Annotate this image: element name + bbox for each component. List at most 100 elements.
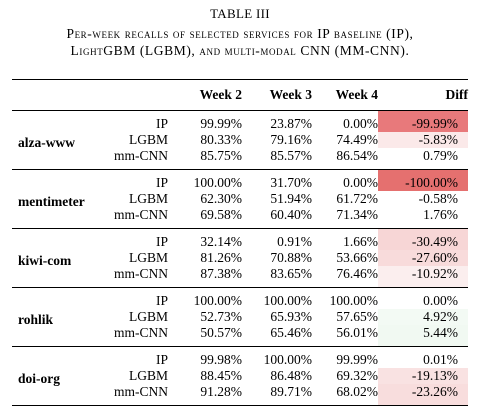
recall-cell: 53.66%	[336, 250, 378, 265]
recall-cell: 100.00%	[329, 293, 378, 308]
recall-cell: 83.65%	[270, 266, 312, 281]
header-cell	[102, 80, 172, 111]
table-row: LGBM 52.73% 65.93% 57.65% 4.92%	[12, 309, 468, 325]
recall-cell: 32.14%	[200, 234, 242, 249]
service-group: alza-www IP 99.99% 23.87% 0.00% -99.99% LGBM 80…	[12, 110, 468, 170]
header-cell	[12, 80, 102, 111]
recall-cell: 65.93%	[270, 309, 312, 324]
table-row: alza-www IP 99.99% 23.87% 0.00% -99.99%	[12, 110, 468, 150]
model-name: LGBM	[128, 132, 168, 147]
recall-cell: 86.48%	[270, 368, 312, 383]
service-name: mentimeter	[18, 193, 85, 209]
recall-cell: 23.87%	[270, 116, 312, 131]
table-row: mm-CNN 87.38% 83.65% 76.46% -10.92%	[12, 266, 468, 288]
recall-cell: 62.30%	[200, 191, 242, 206]
diff-cell: -23.26%	[378, 384, 468, 406]
recall-cell: 56.01%	[336, 325, 378, 340]
recall-cell: 51.94%	[270, 191, 312, 206]
diff-cell: -99.99%	[378, 110, 468, 132]
diff-cell: -27.60%	[378, 250, 468, 266]
model-name: mm-CNN	[114, 384, 168, 399]
recall-cell: 99.98%	[200, 352, 242, 367]
header-cell: Week 3	[269, 87, 312, 102]
recall-cell: 85.57%	[270, 148, 312, 163]
diff-cell: 0.01%	[378, 346, 468, 368]
model-name: IP	[155, 175, 168, 190]
recall-cell: 60.40%	[270, 207, 312, 222]
recall-cell: 70.88%	[270, 250, 312, 265]
header-cell: Week 4	[335, 87, 378, 102]
recall-cell: 99.99%	[200, 116, 242, 131]
diff-cell: -0.58%	[378, 191, 468, 207]
recall-cell: 89.71%	[270, 384, 312, 399]
diff-cell: -5.83%	[378, 132, 468, 148]
recall-cell: 71.34%	[336, 207, 378, 222]
recall-cell: 88.45%	[200, 368, 242, 383]
model-name: LGBM	[128, 368, 168, 383]
diff-cell: -30.49%	[378, 228, 468, 250]
page: TABLE III Per-week recalls of selected s…	[0, 6, 480, 409]
header-cell: Week 2	[199, 87, 242, 102]
recall-cell: 85.75%	[200, 148, 242, 163]
recall-cell: 79.16%	[270, 132, 312, 147]
recall-cell: 86.54%	[336, 148, 378, 163]
model-name: LGBM	[128, 191, 168, 206]
model-name: mm-CNN	[114, 148, 168, 163]
table-row: LGBM 62.30% 51.94% 61.72% -0.58%	[12, 191, 468, 207]
table-row: mentimeter IP 100.00% 31.70% 0.00% -100.00%	[12, 169, 468, 209]
table-row: doi-org IP 99.98% 100.00% 99.99% 0.01%	[12, 346, 468, 386]
table-row: rohlik IP 100.00% 100.00% 100.00% 0.00%	[12, 287, 468, 327]
table-row: mm-CNN 50.57% 65.46% 56.01% 5.44%	[12, 325, 468, 347]
header-cell: Diff	[445, 87, 469, 102]
header-row: Week 2 Week 3 Week 4 Diff	[12, 79, 469, 111]
table-row: mm-CNN 85.75% 85.57% 86.54% 0.79%	[12, 148, 468, 170]
model-name: IP	[155, 293, 168, 308]
service-group: mentimeter IP 100.00% 31.70% 0.00% -100.00% LG…	[12, 169, 468, 229]
service-group: rohlik IP 100.00% 100.00% 100.00% 0.00% LGBM 52…	[12, 287, 468, 347]
recall-cell: 69.58%	[200, 207, 242, 222]
diff-cell: 5.44%	[378, 325, 468, 347]
service-group: doi-org IP 99.98% 100.00% 99.99% 0.01% LGBM 88.…	[12, 346, 468, 406]
recall-cell: 74.49%	[336, 132, 378, 147]
table-row: mm-CNN 91.28% 89.71% 68.02% -23.26%	[12, 384, 468, 406]
table-row: mm-CNN 69.58% 60.40% 71.34% 1.76%	[12, 207, 468, 229]
model-name: mm-CNN	[114, 207, 168, 222]
recall-cell: 31.70%	[270, 175, 312, 190]
service-name: kiwi-com	[18, 252, 72, 268]
diff-cell: -100.00%	[378, 169, 468, 191]
diff-cell: -10.92%	[378, 266, 468, 288]
recall-cell: 87.38%	[200, 266, 242, 281]
recall-cell: 91.28%	[200, 384, 242, 399]
model-name: mm-CNN	[114, 266, 168, 281]
model-name: mm-CNN	[114, 325, 168, 340]
model-name: LGBM	[128, 250, 168, 265]
recall-cell: 0.00%	[343, 116, 378, 131]
table-title: TABLE III	[210, 6, 270, 21]
service-name: rohlik	[18, 311, 54, 327]
recall-cell: 100.00%	[263, 352, 312, 367]
diff-cell: -19.13%	[378, 368, 468, 384]
model-name: IP	[155, 116, 168, 131]
model-name: IP	[155, 352, 168, 367]
recall-cell: 65.46%	[270, 325, 312, 340]
table-row: LGBM 88.45% 86.48% 69.32% -19.13%	[12, 368, 468, 384]
recall-cell: 80.33%	[200, 132, 242, 147]
table-caption: Per-week recalls of selected services fo…	[66, 26, 414, 58]
model-name: LGBM	[128, 309, 168, 324]
diff-cell: 4.92%	[378, 309, 468, 325]
service-group: kiwi-com IP 32.14% 0.91% 1.66% -30.49% LGBM 81.…	[12, 228, 468, 288]
recall-cell: 61.72%	[336, 191, 378, 206]
recall-cell: 0.00%	[343, 175, 378, 190]
recall-cell: 68.02%	[336, 384, 378, 399]
recall-cell: 76.46%	[336, 266, 378, 281]
service-name: alza-www	[18, 134, 75, 150]
recall-cell: 50.57%	[200, 325, 242, 340]
recall-cell: 52.73%	[200, 309, 242, 324]
table-row: LGBM 80.33% 79.16% 74.49% -5.83%	[12, 132, 468, 148]
recall-cell: 81.26%	[200, 250, 242, 265]
recall-cell: 1.66%	[343, 234, 378, 249]
recall-cell: 100.00%	[263, 293, 312, 308]
diff-cell: 1.76%	[378, 207, 468, 229]
recall-cell: 100.00%	[193, 175, 242, 190]
diff-cell: 0.00%	[378, 287, 468, 309]
